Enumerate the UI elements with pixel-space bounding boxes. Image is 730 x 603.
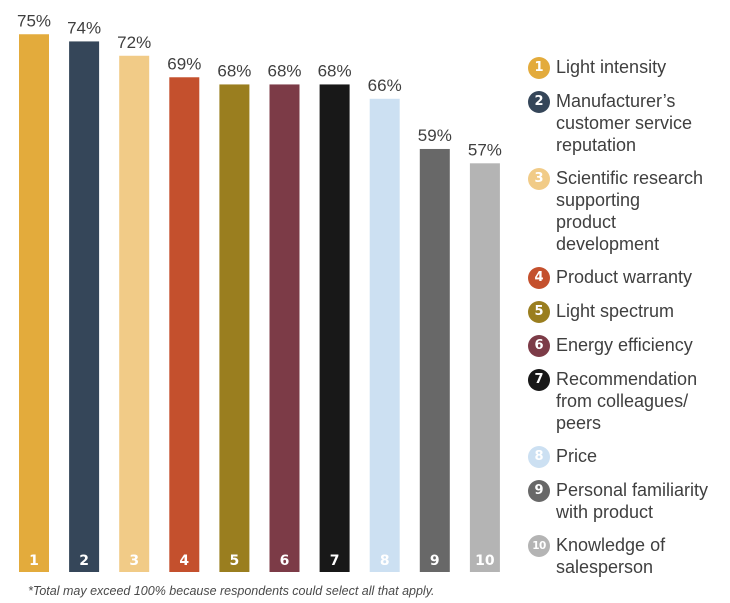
bar-value-label: 59% (418, 126, 452, 145)
bar-2 (69, 41, 100, 573)
legend-label-line: Scientific research (556, 168, 704, 188)
legend-number-badge: 7 (528, 369, 550, 391)
bar-category-label: 6 (280, 553, 290, 569)
legend-item: 1 Light intensity (528, 56, 728, 79)
legend-item: 8 Price (528, 445, 728, 468)
legend-label: Light intensity (556, 56, 666, 78)
legend-item: 7 Recommendation from colleagues/peers (528, 368, 728, 434)
legend-label-line: Manufacturer’s (556, 91, 676, 111)
bar-chart: 75% 1 74% 2 72% 3 69% 4 68% 5 68% 6 68% 7 66% 8 59% 9 57% 1… (17, 11, 502, 598)
legend-number-badge: 6 (528, 335, 550, 357)
legend-label-line: salesperson (556, 557, 654, 577)
bar-7 (319, 84, 350, 572)
legend-label-line: reputation (556, 135, 637, 155)
bar-4 (169, 77, 200, 573)
bar-value-label: 68% (217, 61, 251, 80)
legend-label-line: with product (556, 502, 654, 522)
bar-category-label: 8 (380, 553, 390, 569)
legend-number-badge: 2 (528, 91, 550, 113)
bar-5 (219, 84, 250, 572)
bar-category-label: 5 (230, 553, 240, 569)
legend-item: 10 Knowledge of salesperson (528, 534, 728, 578)
bar-value-label: 69% (167, 54, 201, 73)
legend-label: Product warranty (556, 266, 692, 288)
bar-category-label: 2 (79, 553, 89, 569)
legend-number-badge: 8 (528, 446, 550, 468)
chart-legend: 1 Light intensity 2 Manufacturer’s customer … (528, 56, 728, 589)
legend-label-line: customer service (556, 113, 693, 133)
bar-6 (269, 84, 300, 572)
bar-10 (469, 163, 500, 572)
legend-label: Scientific research supporting product deve… (556, 167, 703, 255)
legend-item: 4 Product warranty (528, 266, 728, 289)
legend-label-line: peers (556, 413, 602, 433)
bar-category-label: 3 (129, 553, 139, 569)
legend-label-line: Light spectrum (556, 301, 675, 321)
legend-number-badge: 1 (528, 57, 550, 79)
legend-label: Energy efficiency (556, 334, 693, 356)
legend-item: 2 Manufacturer’s customer service reputatio… (528, 90, 728, 156)
legend-number-badge: 5 (528, 301, 550, 323)
legend-label-line: from colleagues/ (556, 391, 689, 411)
legend-number-badge: 10 (528, 535, 550, 557)
legend-label-line: Personal familiarity (556, 480, 709, 500)
bar-value-label: 68% (318, 61, 352, 80)
bar-value-label: 72% (117, 33, 151, 52)
legend-item: 6 Energy efficiency (528, 334, 728, 357)
bar-value-label: 57% (468, 140, 502, 159)
legend-label-line: Recommendation (556, 369, 698, 389)
legend-label-line: development (556, 234, 660, 254)
bar-value-label: 66% (368, 76, 402, 95)
bar-category-label: 1 (29, 553, 39, 569)
legend-item: 5 Light spectrum (528, 300, 728, 323)
bar-value-label: 74% (67, 18, 101, 37)
bar-value-label: 75% (17, 11, 51, 30)
legend-label: Manufacturer’s customer service reputation (556, 90, 692, 156)
legend-item: 9 Personal familiarity with product (528, 479, 728, 523)
legend-label: Personal familiarity with product (556, 479, 708, 523)
legend-label-line: product (556, 212, 617, 232)
legend-number-badge: 9 (528, 480, 550, 502)
legend-number-badge: 4 (528, 267, 550, 289)
legend-label-line: Knowledge of (556, 535, 666, 555)
legend-label-line: Energy efficiency (556, 335, 693, 355)
legend-label-line: supporting (556, 190, 641, 210)
bar-1 (19, 34, 49, 572)
legend-label: Knowledge of salesperson (556, 534, 665, 578)
legend-label-line: Price (556, 446, 598, 466)
bar-8 (369, 98, 400, 572)
bar-category-label: 4 (179, 553, 189, 569)
bar-value-label: 68% (267, 61, 301, 80)
bar-category-label: 7 (330, 553, 340, 569)
chart-footnote: *Total may exceed 100% because responden… (28, 584, 435, 598)
legend-item: 3 Scientific research supporting product dev… (528, 167, 728, 255)
bar-category-label: 9 (430, 553, 440, 569)
legend-label-line: Product warranty (556, 267, 693, 287)
legend-label-line: Light intensity (556, 57, 667, 77)
legend-label: Light spectrum (556, 300, 674, 322)
legend-label: Recommendation from colleagues/peers (556, 368, 697, 434)
bar-9 (419, 148, 450, 572)
bar-3 (119, 55, 150, 572)
chart-plot-area: 75% 1 74% 2 72% 3 69% 4 68% 5 68% 6 68% 7 66% 8 59% 9 57% 1… (17, 11, 502, 573)
legend-number-badge: 3 (528, 168, 550, 190)
legend-label: Price (556, 445, 597, 467)
bar-category-label: 10 (475, 553, 495, 569)
